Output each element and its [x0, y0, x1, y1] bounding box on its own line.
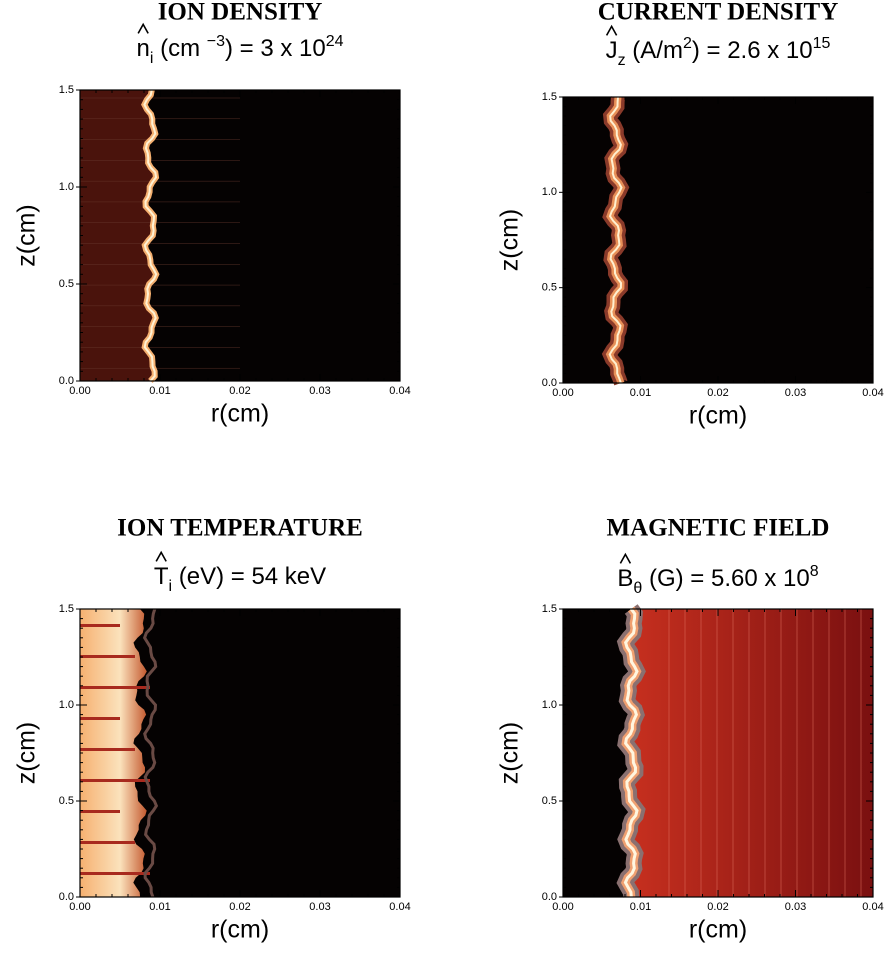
chart-subtitle: Ti (eV) = 54 keV	[154, 563, 326, 594]
hat-accent	[155, 550, 167, 562]
hat-accent	[619, 552, 632, 564]
front	[142, 608, 159, 898]
chart-subtitle: ni (cm −3) = 3 x 1024	[136, 33, 343, 67]
subtitle-part: (cm	[153, 35, 206, 62]
y-axis-label: z(cm)	[496, 722, 524, 784]
subtitle-part: ) = 2.6 x 10	[692, 37, 813, 64]
y-tick-label: 1.5	[542, 603, 557, 615]
subtitle-part: (A/m	[626, 37, 683, 64]
cool-band	[80, 872, 150, 875]
subtitle-part: B	[617, 565, 633, 592]
x-tick-label: 0.04	[389, 385, 410, 397]
hot-region	[80, 609, 147, 897]
contour-field	[563, 96, 873, 386]
subtitle-part: −3	[207, 33, 225, 50]
x-tick-label: 0.01	[630, 901, 651, 913]
hat-accent	[605, 24, 618, 36]
y-tick-label: 1.0	[542, 186, 557, 198]
chart-title: MAGNETIC FIELD	[607, 515, 830, 542]
x-axis-label: r(cm)	[689, 402, 747, 430]
x-tick-label: 0.04	[389, 901, 410, 913]
x-tick-label: 0.01	[630, 387, 651, 399]
x-tick-label: 0.02	[229, 901, 250, 913]
front-core	[623, 608, 639, 898]
chart-subtitle: Jz (A/m2) = 2.6 x 1015	[606, 35, 831, 69]
cool-band	[80, 841, 135, 844]
subtitle-part: n	[136, 35, 149, 62]
y-tick-label: 0.5	[542, 282, 557, 294]
subtitle-part: 8	[810, 563, 819, 580]
cool-band	[80, 810, 120, 813]
subtitle-part: θ	[633, 580, 642, 597]
subtitle-part: (G) = 5.60 x 10	[642, 565, 809, 592]
x-tick-label: 0.00	[552, 901, 573, 913]
x-tick-label: 0.01	[149, 385, 170, 397]
x-tick-label: 0.04	[862, 901, 883, 913]
x-tick-label: 0.00	[69, 385, 90, 397]
y-tick-label: 0.0	[59, 891, 74, 903]
subtitle-part: ) = 3 x 10	[225, 35, 326, 62]
x-axis-label: r(cm)	[211, 916, 269, 944]
cool-band	[80, 748, 135, 751]
hat-accent	[137, 22, 149, 34]
x-tick-label: 0.03	[309, 901, 330, 913]
x-tick-label: 0.03	[785, 387, 806, 399]
y-axis-label: z(cm)	[13, 722, 41, 784]
y-tick-label: 1.0	[59, 699, 74, 711]
x-tick-label: 0.01	[149, 901, 170, 913]
x-tick-label: 0.02	[707, 387, 728, 399]
x-axis-label: r(cm)	[211, 400, 269, 428]
subtitle-part: T	[154, 563, 169, 590]
subtitle-part: (eV) = 54 keV	[172, 563, 326, 590]
x-tick-label: 0.03	[785, 901, 806, 913]
subtitle-part: J	[606, 37, 618, 64]
contour-field	[563, 604, 873, 898]
y-axis-label: z(cm)	[13, 204, 41, 266]
x-tick-label: 0.02	[707, 901, 728, 913]
front-core	[143, 89, 158, 382]
y-tick-label: 1.0	[542, 699, 557, 711]
y-tick-label: 1.0	[59, 181, 74, 193]
y-tick-label: 0.5	[59, 795, 74, 807]
cool-band	[80, 686, 150, 689]
subtitle-part: 2	[683, 35, 692, 52]
subtitle-part: 24	[326, 33, 344, 50]
current-core	[608, 96, 623, 384]
contour-field	[80, 608, 400, 898]
cool-band	[80, 655, 135, 658]
chart-title: ION TEMPERATURE	[117, 515, 363, 542]
chart-subtitle: Bθ (G) = 5.60 x 108	[617, 563, 818, 597]
subtitle-part: i	[150, 50, 154, 67]
x-tick-label: 0.04	[862, 387, 883, 399]
chart-title: CURRENT DENSITY	[598, 0, 839, 26]
cool-band	[80, 779, 150, 782]
y-tick-label: 1.5	[59, 603, 74, 615]
x-axis-label: r(cm)	[689, 916, 747, 944]
subtitle-part: z	[618, 52, 626, 69]
cool-band	[80, 717, 120, 720]
y-tick-label: 0.0	[542, 377, 557, 389]
x-tick-label: 0.02	[229, 385, 250, 397]
cool-band	[80, 624, 120, 627]
field-background	[563, 97, 873, 383]
dense-region	[80, 90, 157, 381]
x-tick-label: 0.03	[309, 385, 330, 397]
chart-title: ION DENSITY	[158, 0, 323, 26]
y-tick-label: 0.5	[59, 278, 74, 290]
y-tick-label: 0.0	[59, 375, 74, 387]
x-tick-label: 0.00	[69, 901, 90, 913]
y-tick-label: 1.5	[542, 91, 557, 103]
y-tick-label: 0.5	[542, 795, 557, 807]
x-tick-label: 0.00	[552, 387, 573, 399]
y-tick-label: 1.5	[59, 84, 74, 96]
subtitle-part: i	[169, 578, 173, 595]
y-tick-label: 0.0	[542, 891, 557, 903]
contour-field	[80, 89, 400, 383]
subtitle-part: 15	[813, 35, 831, 52]
y-axis-label: z(cm)	[496, 209, 524, 271]
